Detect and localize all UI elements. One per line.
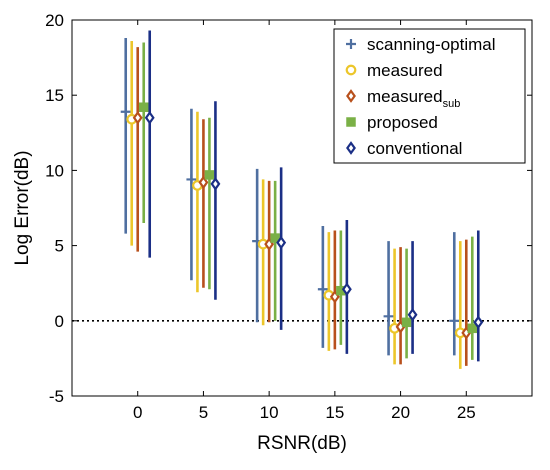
data-point (473, 315, 484, 330)
data-point (276, 235, 287, 250)
legend-entry: proposed (346, 113, 438, 132)
x-tick-label: 25 (457, 403, 476, 422)
data-point (204, 170, 215, 180)
series-0 (120, 38, 460, 356)
legend-label: measured (367, 61, 443, 80)
data-point (449, 315, 460, 326)
series-layer (120, 30, 484, 369)
legend-entry: measuredsub (346, 87, 460, 110)
legend-label: conventional (367, 139, 462, 158)
legend-label: proposed (367, 113, 438, 132)
data-point (383, 311, 394, 322)
tick-layer: 0 5 10 15 20 25 -5 0 5 10 15 20 (45, 11, 532, 422)
data-point (138, 102, 149, 112)
legend-marker (346, 89, 356, 103)
series-3 (138, 42, 478, 360)
x-tick-label: 5 (199, 403, 208, 422)
legend-label: scanning-optimal (367, 35, 496, 54)
data-point (120, 106, 131, 117)
data-point (467, 323, 478, 334)
data-point (186, 174, 197, 185)
legend-marker (345, 64, 357, 76)
x-tick-label: 20 (391, 403, 410, 422)
x-tick-label: 10 (260, 403, 279, 422)
y-tick-label: 5 (55, 237, 64, 256)
legend-entry: conventional (346, 139, 462, 158)
data-point (317, 284, 328, 295)
legend-label: measuredsub (367, 87, 460, 110)
data-point (270, 233, 280, 243)
legend-entry: measured (345, 61, 443, 80)
data-point (210, 177, 221, 191)
legend: scanning-optimal measured measuredsub propo… (333, 28, 526, 164)
x-tick-label: 15 (325, 403, 344, 422)
y-tick-label: -5 (49, 387, 64, 406)
y-tick-label: 10 (45, 161, 64, 180)
data-point (144, 110, 155, 125)
data-point (132, 110, 143, 125)
series-4 (144, 30, 484, 362)
series-1 (126, 41, 466, 369)
data-point (407, 307, 418, 322)
legend-marker (346, 117, 356, 127)
y-axis-label: Log Error(dB) (12, 150, 33, 265)
x-tick-label: 0 (133, 403, 142, 422)
legend-marker (346, 39, 356, 49)
legend-box (333, 28, 526, 164)
legend-entry: scanning-optimal (346, 35, 496, 54)
x-axis-label: RSNR(dB) (257, 433, 347, 454)
data-point (198, 175, 209, 190)
legend-marker (346, 141, 356, 155)
data-point (401, 317, 412, 328)
y-tick-label: 0 (55, 312, 64, 331)
data-point (341, 282, 352, 297)
y-tick-label: 15 (45, 86, 64, 105)
y-tick-label: 20 (45, 11, 64, 30)
